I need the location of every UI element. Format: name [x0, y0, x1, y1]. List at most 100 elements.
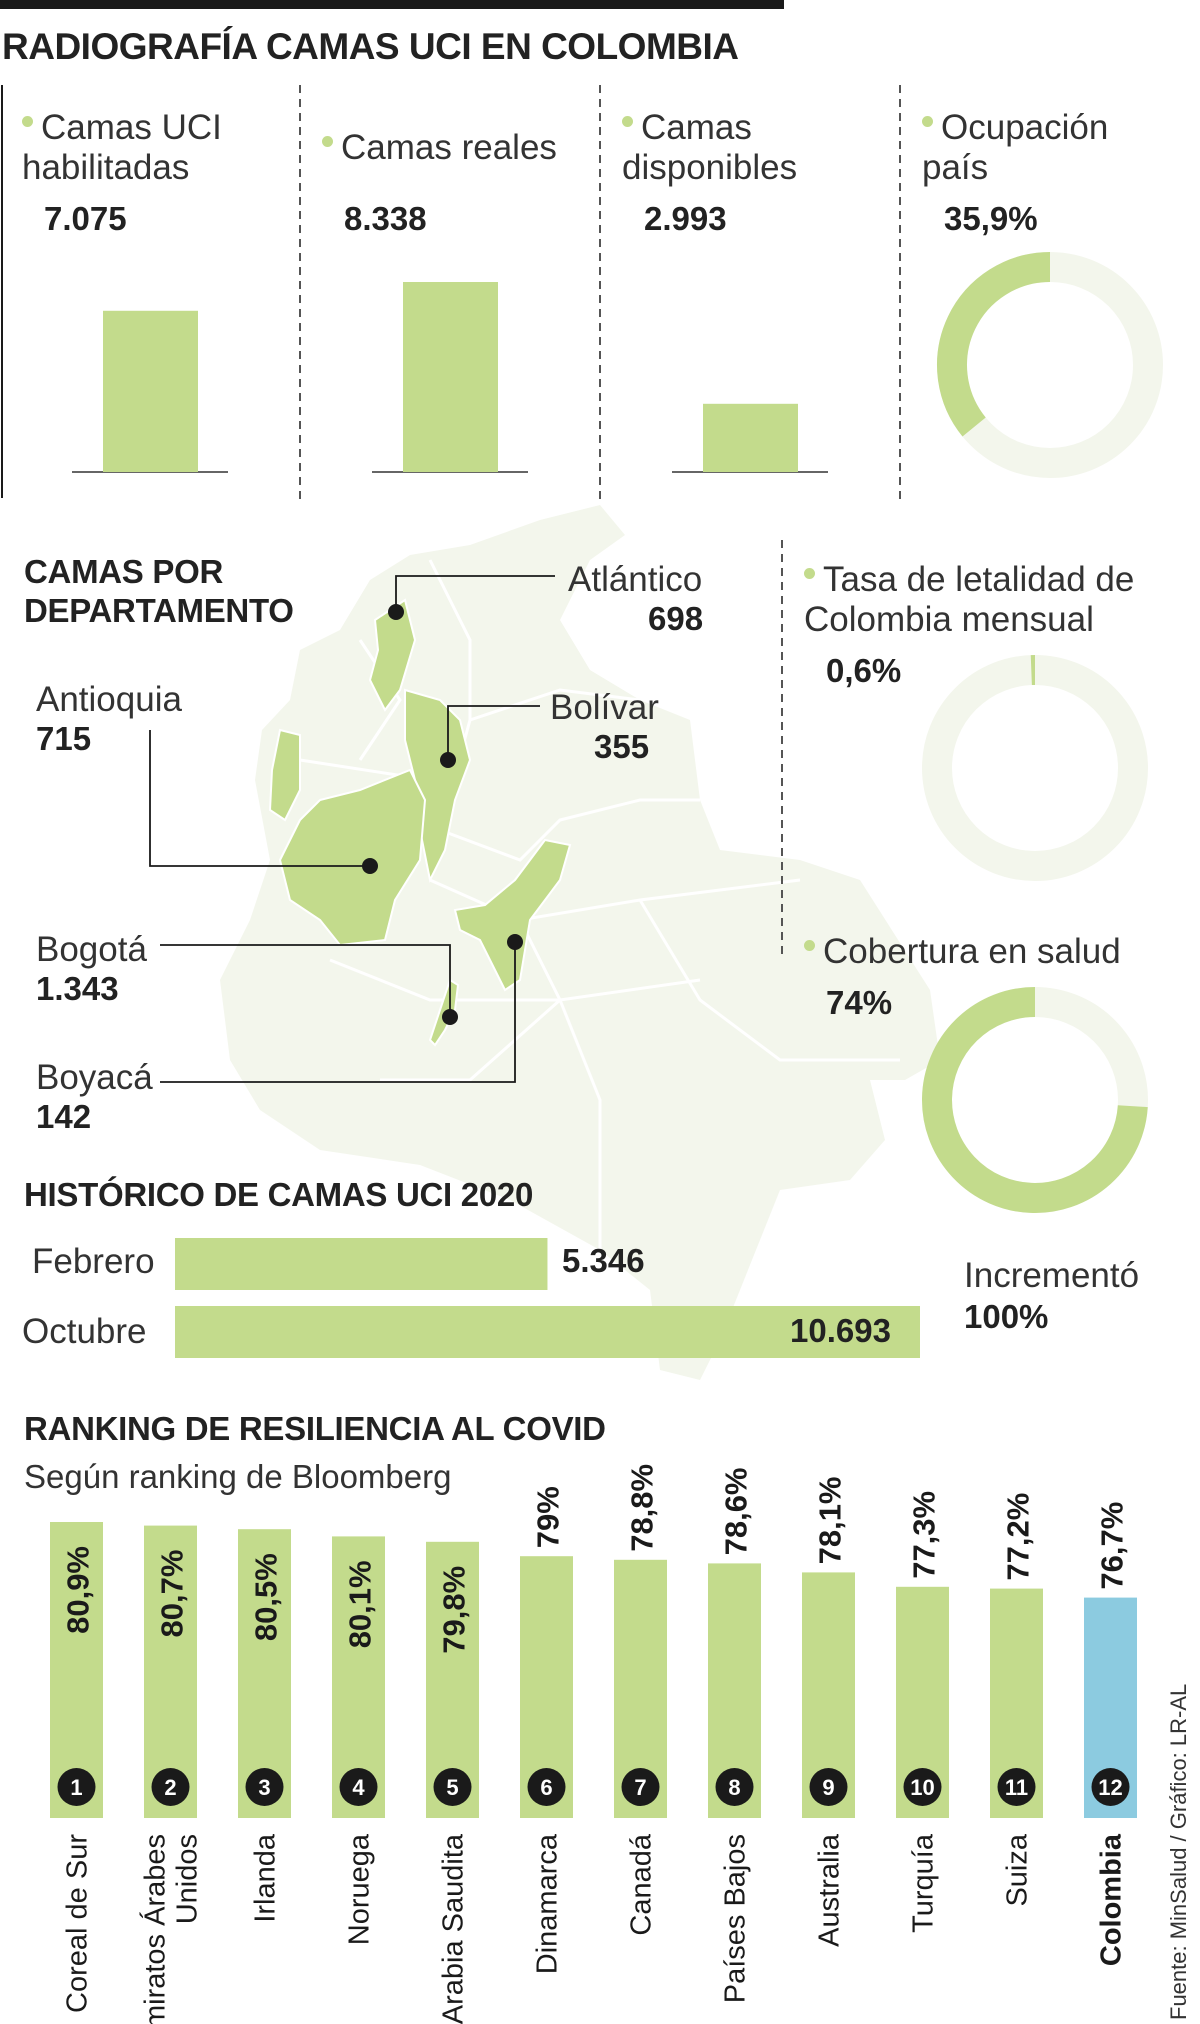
historico-bars	[175, 1238, 920, 1358]
ranking-category-label-8: Países Bajos	[720, 1834, 752, 2003]
bolivar-dot	[440, 752, 456, 768]
letalidad-donut-track	[922, 655, 1148, 881]
historico-bar-2	[175, 1306, 920, 1358]
ranking-category-label-10: Turquía	[908, 1833, 940, 1933]
rank-number-10: 10	[910, 1775, 934, 1800]
cobertura-text: Cobertura en salud	[823, 932, 1121, 971]
top-bar-3	[703, 403, 798, 472]
ranking-title: RANKING DE RESILIENCIA AL COVID	[24, 1410, 606, 1447]
rank-circle-6	[527, 1768, 566, 1806]
rank-number-5: 5	[446, 1775, 458, 1800]
ranking-value-label-4: 80,1%	[343, 1560, 378, 1648]
source-note: Fuente: MinSalud / Gráfico: LR-AL	[1166, 1683, 1191, 2020]
bogota-dot	[442, 1009, 458, 1025]
rank-circle-1	[57, 1768, 96, 1806]
octubre-value: 10.693	[790, 1312, 891, 1349]
rank-circle-7	[621, 1768, 660, 1806]
stat-ocup-label: Ocupación país	[922, 108, 1122, 188]
ranking-category-label-4: Noruega	[344, 1833, 376, 1945]
rank-circle-8	[715, 1768, 754, 1806]
stat-uci-text: Camas UCI habilitadas	[22, 108, 222, 187]
incremento-value: 100%	[964, 1298, 1049, 1335]
antioquia-value: 715	[36, 720, 92, 757]
febrero-label: Febrero	[32, 1242, 155, 1281]
rank-circle-2	[151, 1768, 190, 1806]
page-title: RADIOGRAFÍA CAMAS UCI EN COLOMBIA	[2, 26, 739, 67]
stat-disp-value: 2.993	[644, 200, 727, 237]
stat-uci-value: 7.075	[44, 200, 127, 237]
ranking-value-label-1: 80,9%	[61, 1546, 96, 1634]
rank-circle-4	[339, 1768, 378, 1806]
ranking-category-label-12: Colombia	[1096, 1833, 1128, 1966]
bogota-name: Bogotá	[36, 930, 147, 969]
bullet-dot	[22, 116, 33, 128]
ranking-value-label-2: 80,7%	[155, 1550, 190, 1638]
ranking-category-label-2: Emiratos Árabes	[139, 1834, 172, 2024]
rank-circle-12	[1091, 1768, 1130, 1806]
atlantico-region	[368, 598, 417, 712]
rank-circle-3	[245, 1768, 284, 1806]
stat-reales-value: 8.338	[344, 200, 427, 237]
ranking-category-label-3: Irlanda	[250, 1833, 282, 1923]
ranking-category-label-6: Dinamarca	[532, 1833, 564, 1974]
antioquia-name: Antioquia	[36, 680, 182, 719]
rank-number-1: 1	[70, 1775, 82, 1800]
antioquia-region	[278, 768, 427, 947]
bullet-dot	[804, 940, 815, 952]
stat-ocup-text: Ocupación país	[922, 108, 1109, 187]
cobertura-value: 74%	[826, 984, 893, 1021]
stat-disp-label: Camas disponibles	[622, 108, 852, 188]
boyaca-region	[453, 838, 572, 992]
ranking-value-label-11: 77,2%	[1001, 1493, 1036, 1581]
ranking-category-label-5: Arabia Saudita	[438, 1833, 470, 2024]
ranking-value-label-9: 78,1%	[813, 1476, 848, 1564]
rank-circle-11	[997, 1768, 1036, 1806]
stat-reales-label: Camas reales	[322, 128, 582, 168]
boyaca-dot	[507, 934, 523, 950]
rank-number-11: 11	[1005, 1775, 1028, 1800]
highlighted-departments	[268, 598, 572, 1047]
bullet-dot	[804, 568, 815, 580]
letalidad-label: Tasa de letalidad de Colombia mensual	[804, 560, 1164, 640]
stat-ocup-value: 35,9%	[944, 200, 1038, 237]
bullet-dot	[922, 116, 933, 128]
octubre-label: Octubre	[22, 1312, 147, 1351]
ranking-subtitle: Según ranking de Bloomberg	[24, 1458, 452, 1495]
rank-number-4: 4	[352, 1775, 365, 1800]
rank-number-9: 9	[822, 1775, 834, 1800]
top-bar-1	[103, 310, 198, 472]
top-bar-2	[403, 282, 498, 472]
rank-circle-5	[433, 1768, 472, 1806]
bullet-dot	[622, 116, 633, 128]
boyaca-name: Boyacá	[36, 1058, 153, 1097]
ranking-value-label-5: 79,8%	[437, 1566, 472, 1654]
historico-bar-1	[175, 1238, 548, 1290]
callout-dots	[362, 604, 523, 1025]
letalidad-text: Tasa de letalidad de Colombia mensual	[804, 560, 1135, 639]
rank-circle-10	[903, 1768, 942, 1806]
ranking-category-label-9: Australia	[814, 1833, 846, 1947]
rank-number-8: 8	[728, 1775, 740, 1800]
stat-uci-label: Camas UCI habilitadas	[22, 108, 282, 188]
rank-number-3: 3	[258, 1775, 270, 1800]
top-bar-chart	[103, 282, 798, 472]
ranking-value-label-6: 79%	[531, 1486, 566, 1548]
rank-circle-9	[809, 1768, 848, 1806]
letalidad-value: 0,6%	[826, 652, 902, 689]
ranking-value-label-10: 77,3%	[907, 1491, 942, 1579]
atlantico-dot	[388, 604, 404, 620]
ranking-value-label-3: 80,5%	[249, 1553, 284, 1641]
ocupacion-donut-arc	[937, 252, 1051, 437]
departamentos-title: CAMAS POR DEPARTAMENTO	[24, 553, 294, 629]
ranking-category-label-2: Unidos	[172, 1834, 204, 1924]
bogota-value: 1.343	[36, 970, 119, 1007]
donut-charts	[922, 252, 1163, 1213]
colombia-outline	[220, 505, 940, 1380]
atlantico-name: Atlántico	[568, 560, 703, 599]
ranking-bars: 80,9% 1 Coreal de Sur 80,7% 2 Emiratos Árabes…	[50, 1464, 1137, 2024]
bolivar-value: 355	[594, 728, 650, 765]
historico-title: HISTÓRICO DE CAMAS UCI 2020	[24, 1176, 533, 1213]
callout-lines	[149, 575, 555, 1083]
incremento-label: Incrementó	[964, 1256, 1140, 1295]
